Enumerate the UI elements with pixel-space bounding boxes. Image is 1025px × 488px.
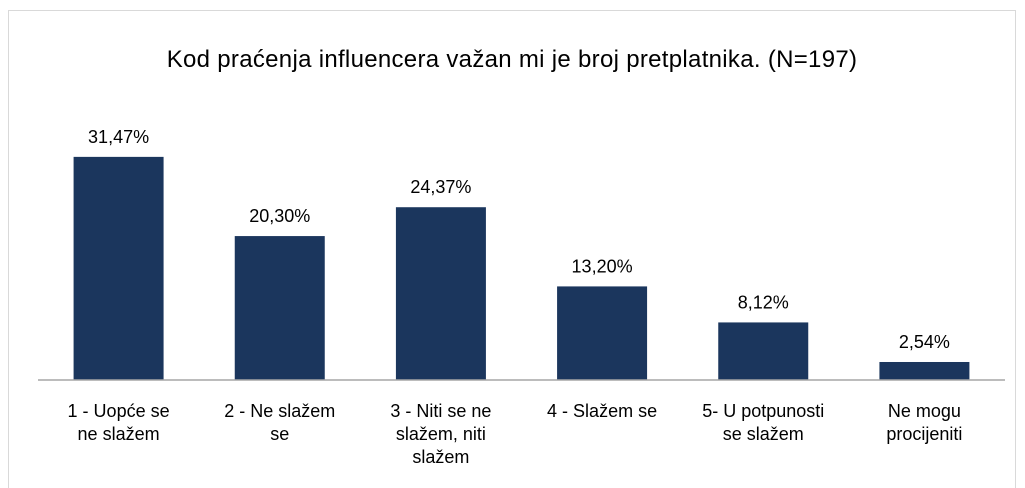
- x-tick-label: 3 - Niti se ne slažem, niti slažem: [390, 401, 492, 467]
- data-label: 13,20%: [572, 256, 633, 276]
- bar: [395, 207, 486, 380]
- data-label: 2,54%: [899, 332, 950, 352]
- x-tick-label: Ne mogu procijeniti: [886, 401, 963, 444]
- chart-frame: [8, 10, 1016, 488]
- data-label: 24,37%: [410, 177, 471, 197]
- x-tick-label: 5- U potpunosti se slažem: [702, 401, 825, 444]
- data-label: 20,30%: [249, 206, 310, 226]
- data-label: 8,12%: [738, 292, 789, 312]
- data-label: 31,47%: [88, 127, 149, 147]
- bar: [557, 286, 648, 380]
- bar: [73, 156, 164, 380]
- x-tick-label: 4 - Slažem se: [547, 401, 658, 421]
- x-tick-label: 2 - Ne slažem se: [224, 401, 336, 444]
- bar: [718, 322, 809, 380]
- chart-title: Kod praćenja influencera važan mi je bro…: [166, 46, 858, 73]
- x-tick-label: 1 - Uopće se ne slažem: [67, 401, 170, 444]
- bar: [879, 361, 970, 380]
- bar: [234, 236, 325, 380]
